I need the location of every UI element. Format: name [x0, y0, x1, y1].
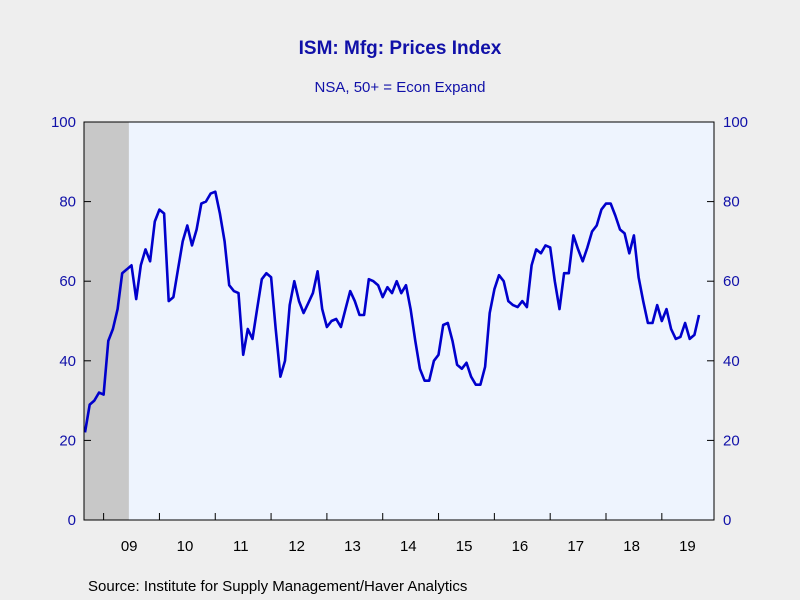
x-tick-label: 16 — [512, 538, 529, 555]
right-y-axis: 0 20 40 60 80 100 — [707, 114, 748, 529]
y-tick-label-right: 80 — [723, 194, 740, 211]
x-tick-label: 10 — [177, 538, 194, 555]
recession-shading — [84, 122, 129, 520]
y-tick-label-left: 0 — [68, 512, 76, 529]
plot-frame — [83, 121, 715, 521]
x-tick-label: 12 — [288, 538, 305, 555]
chart-subtitle: NSA, 50+ = Econ Expand — [314, 79, 486, 96]
x-tick-label: 09 — [121, 538, 138, 555]
x-tick-label: 11 — [233, 538, 249, 555]
y-tick-label-left: 20 — [59, 432, 76, 449]
y-tick-label-left: 60 — [59, 273, 76, 290]
y-tick-label-right: 60 — [723, 273, 740, 290]
x-tick-label: 17 — [567, 538, 584, 555]
x-tick-label: 19 — [679, 538, 696, 555]
x-tick-label: 14 — [400, 538, 417, 555]
x-tick-label: 13 — [344, 538, 361, 555]
x-axis: 09 10 11 12 13 14 15 16 17 18 19 — [103, 513, 696, 555]
y-tick-label-right: 0 — [723, 512, 731, 529]
x-tick-label: 18 — [623, 538, 640, 555]
plot-area — [84, 122, 714, 520]
y-tick-label-left: 100 — [51, 114, 76, 131]
y-tick-label-right: 40 — [723, 353, 740, 370]
source-note: Source: Institute for Supply Management/… — [88, 578, 468, 595]
series-line — [83, 190, 701, 433]
y-tick-label-right: 100 — [723, 114, 748, 131]
y-tick-label-left: 80 — [59, 194, 76, 211]
chart-title: ISM: Mfg: Prices Index — [298, 38, 502, 59]
y-tick-label-right: 20 — [723, 432, 740, 449]
x-tick-label: 15 — [456, 538, 473, 555]
left-y-axis: 0 20 40 60 80 100 — [51, 114, 91, 529]
y-tick-label-left: 40 — [59, 353, 76, 370]
